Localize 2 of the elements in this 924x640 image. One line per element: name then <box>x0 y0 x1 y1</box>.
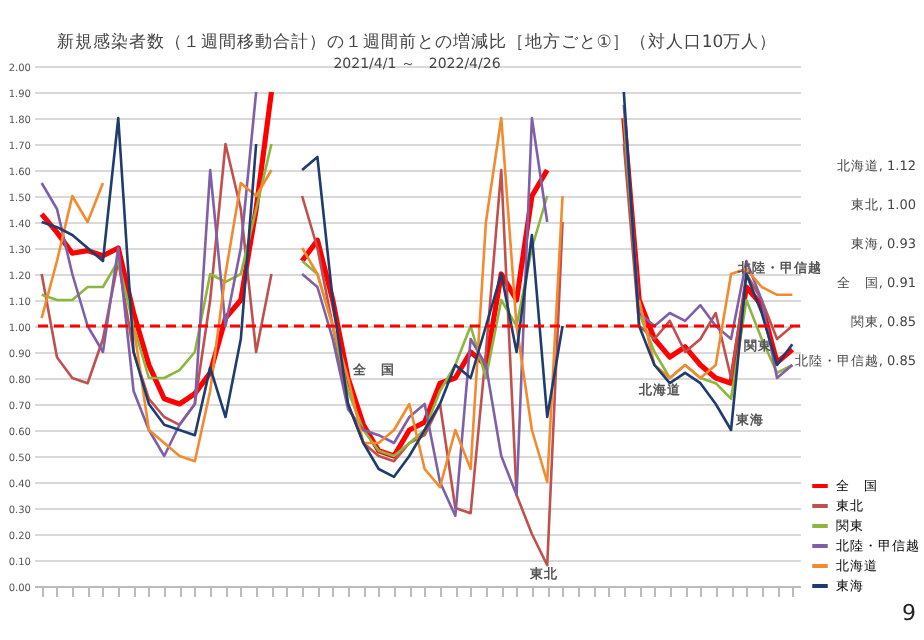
text: 9 <box>902 600 916 626</box>
chart-title: 新規感染者数（１週間移動合計）の１週間前との増減比［地方ごと①］（対人口10万人） <box>56 31 778 53</box>
